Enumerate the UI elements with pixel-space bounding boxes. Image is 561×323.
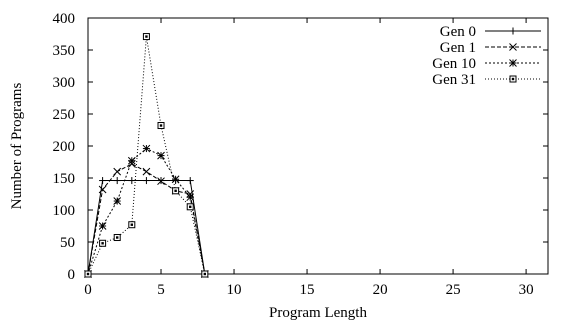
legend-label: Gen 0: [440, 24, 476, 40]
legend-marker: [509, 75, 517, 83]
legend-label: Gen 31: [432, 72, 476, 88]
data-point: [113, 177, 121, 185]
x-tick-label: 15: [300, 282, 315, 298]
legend-marker: [509, 43, 517, 51]
series-line-4: [87, 36, 206, 275]
data-point: [99, 239, 107, 247]
x-axis-title: Program Length: [269, 305, 367, 321]
data-point: [128, 221, 136, 229]
data-point: [157, 122, 165, 130]
x-tick-label: 25: [446, 282, 461, 298]
y-tick-label: 150: [53, 171, 76, 187]
x-tick-label: 5: [157, 282, 165, 298]
data-point: [99, 177, 107, 185]
y-tick-label: 0: [68, 267, 76, 283]
data-point: [172, 187, 180, 195]
y-tick-label: 300: [53, 75, 76, 91]
data-point: [201, 270, 209, 278]
x-tick-label: 10: [227, 282, 242, 298]
legend-marker: [509, 59, 517, 67]
y-axis-title: Number of Programs: [9, 83, 25, 210]
data-point: [84, 270, 92, 278]
legend-label: Gen 1: [440, 40, 476, 56]
series-group: [84, 33, 209, 278]
data-point: [113, 197, 122, 205]
x-tick-label: 20: [373, 282, 388, 298]
data-point: [186, 177, 194, 185]
data-point: [98, 185, 107, 194]
plot-frame: [87, 17, 549, 275]
legend-marker: [509, 27, 517, 35]
y-tick-label: 250: [53, 107, 76, 123]
data-point: [157, 151, 165, 160]
series-line-3: [87, 147, 206, 275]
y-tick-label: 400: [53, 11, 76, 27]
data-point: [142, 167, 151, 176]
y-tick-label: 350: [53, 43, 76, 59]
data-point: [142, 33, 150, 41]
data-point: [142, 144, 151, 153]
x-tick-label: 30: [519, 282, 534, 298]
y-tick-label: 200: [53, 139, 76, 155]
y-tick-label: 100: [53, 203, 76, 219]
data-point: [142, 177, 150, 185]
data-point: [128, 177, 136, 185]
y-tick-label: 50: [60, 235, 75, 251]
data-point: [186, 193, 195, 202]
data-point: [98, 222, 107, 230]
data-point: [113, 167, 122, 176]
legend-label: Gen 10: [432, 56, 476, 72]
x-tick-label: 0: [84, 282, 92, 298]
data-point: [186, 203, 194, 211]
data-point: [157, 177, 165, 186]
data-point: [127, 156, 136, 165]
data-point: [113, 234, 121, 242]
